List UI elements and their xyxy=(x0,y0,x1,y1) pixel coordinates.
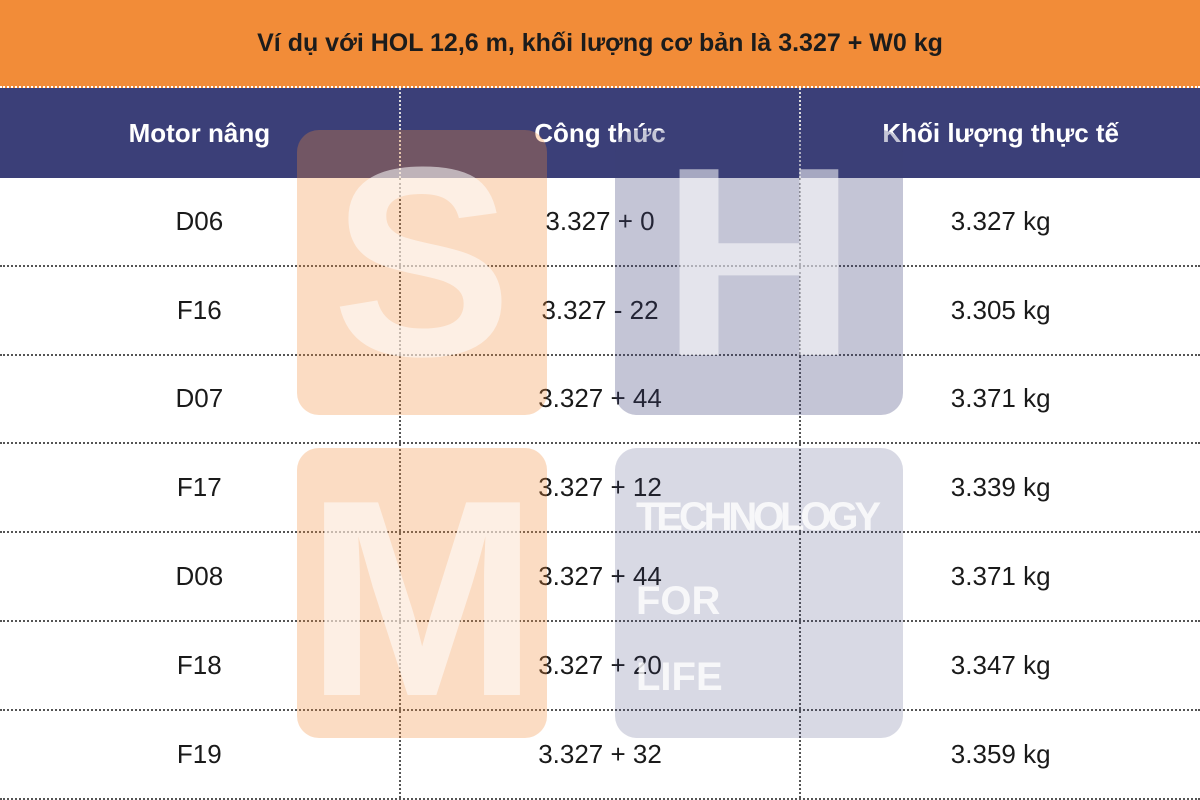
table-cell: F17 xyxy=(0,444,401,532)
title-bar: Ví dụ với HOL 12,6 m, khối lượng cơ bản … xyxy=(0,0,1200,88)
table-row: F16 3.327 - 22 3.305 kg xyxy=(0,266,1200,356)
table-cell: 3.327 + 32 xyxy=(401,710,802,798)
header-row: Motor nâng Công thức Khối lượng thực tế xyxy=(0,88,1200,178)
table-cell: 3.371 kg xyxy=(950,561,1051,592)
table-cell: 3.359 kg xyxy=(950,738,1051,769)
table-cell: D06 xyxy=(0,178,401,265)
title: Ví dụ với HOL 12,6 m, khối lượng cơ bản … xyxy=(257,28,943,57)
table-cell: 3.347 kg xyxy=(950,649,1051,680)
header-cell: Công thức xyxy=(401,88,802,178)
header-cell: Motor nâng xyxy=(0,88,401,178)
table-cell: 3.327 + 12 xyxy=(401,444,802,532)
table-cell: F16 xyxy=(0,266,401,354)
table-cell: 3.327 + 0 xyxy=(401,178,802,265)
table-cell: D08 xyxy=(0,533,401,620)
table-row: F19 3.327 + 32 3.359 kg xyxy=(0,710,1200,800)
table-cell: 3.327 + 20 xyxy=(401,621,802,709)
header-cell: Khối lượng thực tế xyxy=(882,117,1120,148)
table-cell: F19 xyxy=(0,710,401,798)
table-cell: 3.327 + 44 xyxy=(401,355,802,443)
table-cell: 3.339 kg xyxy=(950,472,1051,503)
table-cell: F18 xyxy=(0,621,401,709)
table-cell: 3.305 kg xyxy=(950,294,1051,325)
table-row: D08 3.327 + 44 3.371 kg xyxy=(0,533,1200,622)
table-row: F18 3.327 + 20 3.347 kg xyxy=(0,621,1200,711)
table-cell: 3.327 + 44 xyxy=(401,533,802,620)
table: Motor nâng Công thức Khối lượng thực tế … xyxy=(0,88,1200,800)
table-cell: D07 xyxy=(0,355,401,443)
table-cell: 3.327 kg xyxy=(950,205,1051,236)
table-row: F17 3.327 + 12 3.339 kg xyxy=(0,444,1200,534)
table-row: D06 3.327 + 0 3.327 kg xyxy=(0,178,1200,267)
table-cell: 3.371 kg xyxy=(950,383,1051,414)
table-row: D07 3.327 + 44 3.371 kg xyxy=(0,355,1200,445)
table-cell: 3.327 - 22 xyxy=(401,266,802,354)
